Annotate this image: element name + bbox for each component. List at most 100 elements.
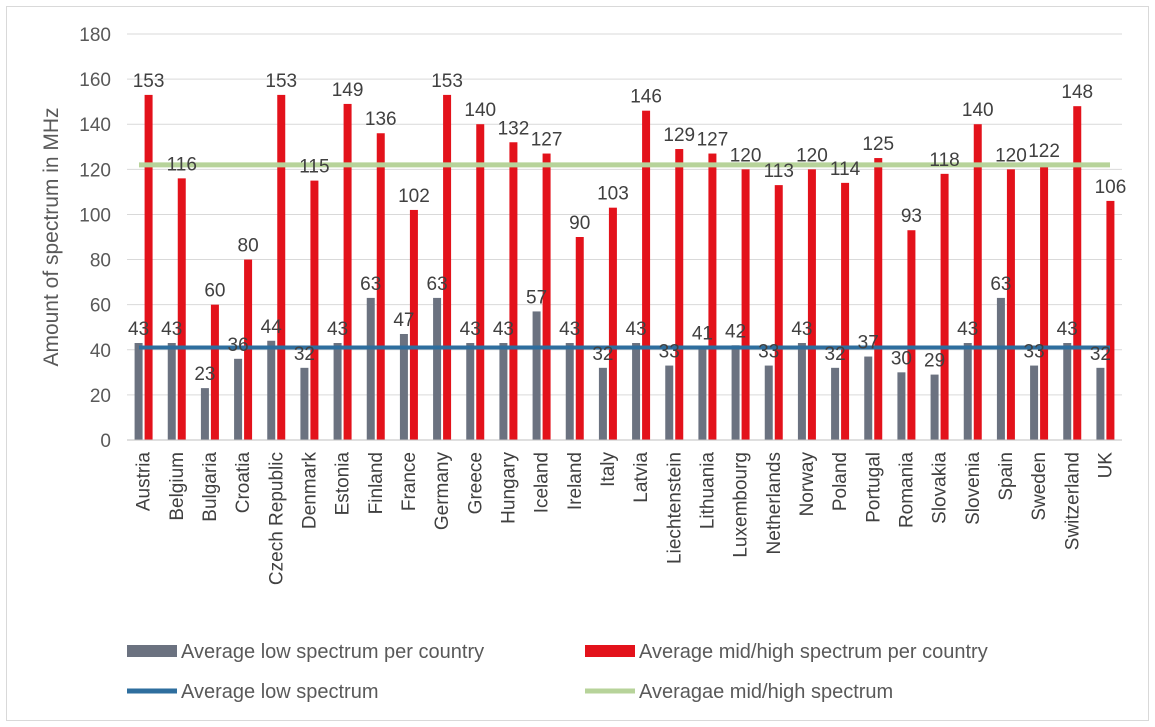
data-label-low: 43 bbox=[559, 319, 580, 340]
y-tick-label: 40 bbox=[90, 341, 111, 362]
data-label-mid-high: 129 bbox=[663, 125, 695, 146]
x-category-label: Iceland bbox=[532, 452, 553, 513]
axes: 0 20 40 60 80 100 120 140 160 180 Austria Belgium Bu… bbox=[79, 25, 1122, 585]
y-tick-label: 120 bbox=[79, 160, 111, 181]
x-category-label: Lithuania bbox=[697, 452, 718, 530]
data-label-low: 42 bbox=[725, 321, 746, 342]
bars bbox=[134, 94, 1115, 441]
y-tick-label: 100 bbox=[79, 205, 111, 226]
bar-mid-high bbox=[177, 178, 186, 440]
bar-mid-high bbox=[244, 259, 253, 440]
data-label-mid-high: 125 bbox=[862, 134, 894, 155]
x-category-label: Slovakia bbox=[930, 452, 951, 524]
data-label-low: 37 bbox=[858, 333, 879, 354]
bar-mid-high bbox=[443, 94, 452, 441]
data-label-low: 32 bbox=[825, 344, 846, 365]
data-label-low: 43 bbox=[791, 319, 812, 340]
data-label-low: 33 bbox=[1024, 342, 1045, 363]
bar-mid-high bbox=[509, 142, 518, 440]
data-label-mid-high: 120 bbox=[995, 145, 1027, 166]
data-label-low: 43 bbox=[957, 319, 978, 340]
legend: Average low spectrum per country Average … bbox=[127, 641, 988, 703]
bar-mid-high bbox=[1040, 164, 1049, 441]
bar-low bbox=[333, 343, 342, 440]
bar-mid-high bbox=[343, 103, 352, 440]
data-label-low: 43 bbox=[493, 319, 514, 340]
data-label-mid-high: 118 bbox=[929, 150, 959, 171]
bar-low bbox=[167, 343, 176, 440]
data-label-low: 30 bbox=[891, 348, 912, 369]
data-label-mid-high: 127 bbox=[697, 130, 729, 151]
x-category-label: Estonia bbox=[333, 452, 354, 516]
bar-mid-high bbox=[575, 237, 584, 440]
bar-mid-high bbox=[675, 149, 684, 441]
bar-low bbox=[366, 297, 375, 440]
bar-mid-high bbox=[741, 169, 750, 441]
x-category-label: Netherlands bbox=[764, 452, 785, 554]
data-label-low: 23 bbox=[194, 364, 215, 385]
x-category-label: Ireland bbox=[565, 452, 586, 510]
data-label-mid-high: 106 bbox=[1095, 177, 1127, 198]
bar-low bbox=[134, 343, 143, 440]
x-category-label: Czech Republic bbox=[266, 452, 287, 585]
bar-low bbox=[831, 367, 840, 440]
x-category-label: Italy bbox=[598, 452, 619, 487]
x-category-label: Bulgaria bbox=[200, 452, 221, 522]
x-category-label: Spain bbox=[996, 452, 1017, 501]
data-label-low: 63 bbox=[427, 274, 448, 295]
bar-low bbox=[433, 297, 442, 440]
bar-mid-high bbox=[774, 185, 783, 440]
bar-mid-high bbox=[973, 124, 982, 440]
data-label-low: 36 bbox=[228, 335, 249, 356]
x-category-label: UK bbox=[1095, 452, 1116, 479]
y-tick-label: 180 bbox=[79, 25, 111, 46]
y-tick-label: 0 bbox=[100, 431, 111, 452]
data-label-low: 43 bbox=[1057, 319, 1078, 340]
bar-low bbox=[466, 343, 475, 440]
x-category-label: Germany bbox=[432, 452, 453, 531]
bar-low bbox=[1030, 365, 1039, 440]
bar-mid-high bbox=[642, 110, 651, 440]
data-label-mid-high: 60 bbox=[204, 281, 225, 302]
bar-mid-high bbox=[277, 94, 286, 441]
bar-low bbox=[300, 367, 309, 440]
data-label-mid-high: 140 bbox=[464, 100, 496, 121]
data-label-mid-high: 80 bbox=[238, 236, 259, 257]
data-label-mid-high: 114 bbox=[830, 159, 861, 180]
bar-low bbox=[598, 367, 607, 440]
legend-item-low-avg-label: Average low spectrum bbox=[181, 681, 379, 703]
bar-low bbox=[565, 343, 574, 440]
bar-mid-high bbox=[874, 158, 883, 441]
bar-low bbox=[632, 343, 641, 440]
bar-mid-high bbox=[310, 180, 319, 440]
bar-mid-high bbox=[144, 94, 153, 441]
bar-low bbox=[864, 356, 873, 440]
y-tick-label: 60 bbox=[90, 296, 111, 317]
data-label-low: 33 bbox=[758, 342, 779, 363]
y-axis-label: Amount of spectrum in MHz bbox=[40, 107, 63, 366]
data-label-mid-high: 153 bbox=[431, 71, 463, 92]
x-category-label: Portugal bbox=[863, 452, 884, 523]
bar-mid-high bbox=[1006, 169, 1015, 441]
bar-low bbox=[996, 297, 1005, 440]
x-category-label: Latvia bbox=[631, 452, 652, 503]
bar-mid-high bbox=[841, 182, 850, 440]
legend-item-mid-high-bar-swatch bbox=[585, 645, 635, 657]
average-lines bbox=[139, 162, 1110, 350]
legend-item-low-bar-label: Average low spectrum per country bbox=[181, 641, 484, 663]
data-label-mid-high: 90 bbox=[569, 213, 590, 234]
x-category-label: Hungary bbox=[498, 452, 519, 524]
data-label-low: 43 bbox=[128, 319, 149, 340]
y-tick-label: 160 bbox=[79, 70, 111, 91]
x-category-label: Belgium bbox=[167, 452, 188, 521]
data-label-mid-high: 120 bbox=[796, 145, 828, 166]
data-label-low: 63 bbox=[990, 274, 1011, 295]
data-label-mid-high: 153 bbox=[133, 71, 165, 92]
data-label-low: 33 bbox=[659, 342, 680, 363]
x-category-label: Greece bbox=[465, 452, 486, 514]
data-label-mid-high: 148 bbox=[1061, 82, 1093, 103]
bar-low bbox=[200, 388, 209, 440]
data-label-mid-high: 136 bbox=[365, 109, 397, 130]
data-label-low: 32 bbox=[592, 344, 613, 365]
